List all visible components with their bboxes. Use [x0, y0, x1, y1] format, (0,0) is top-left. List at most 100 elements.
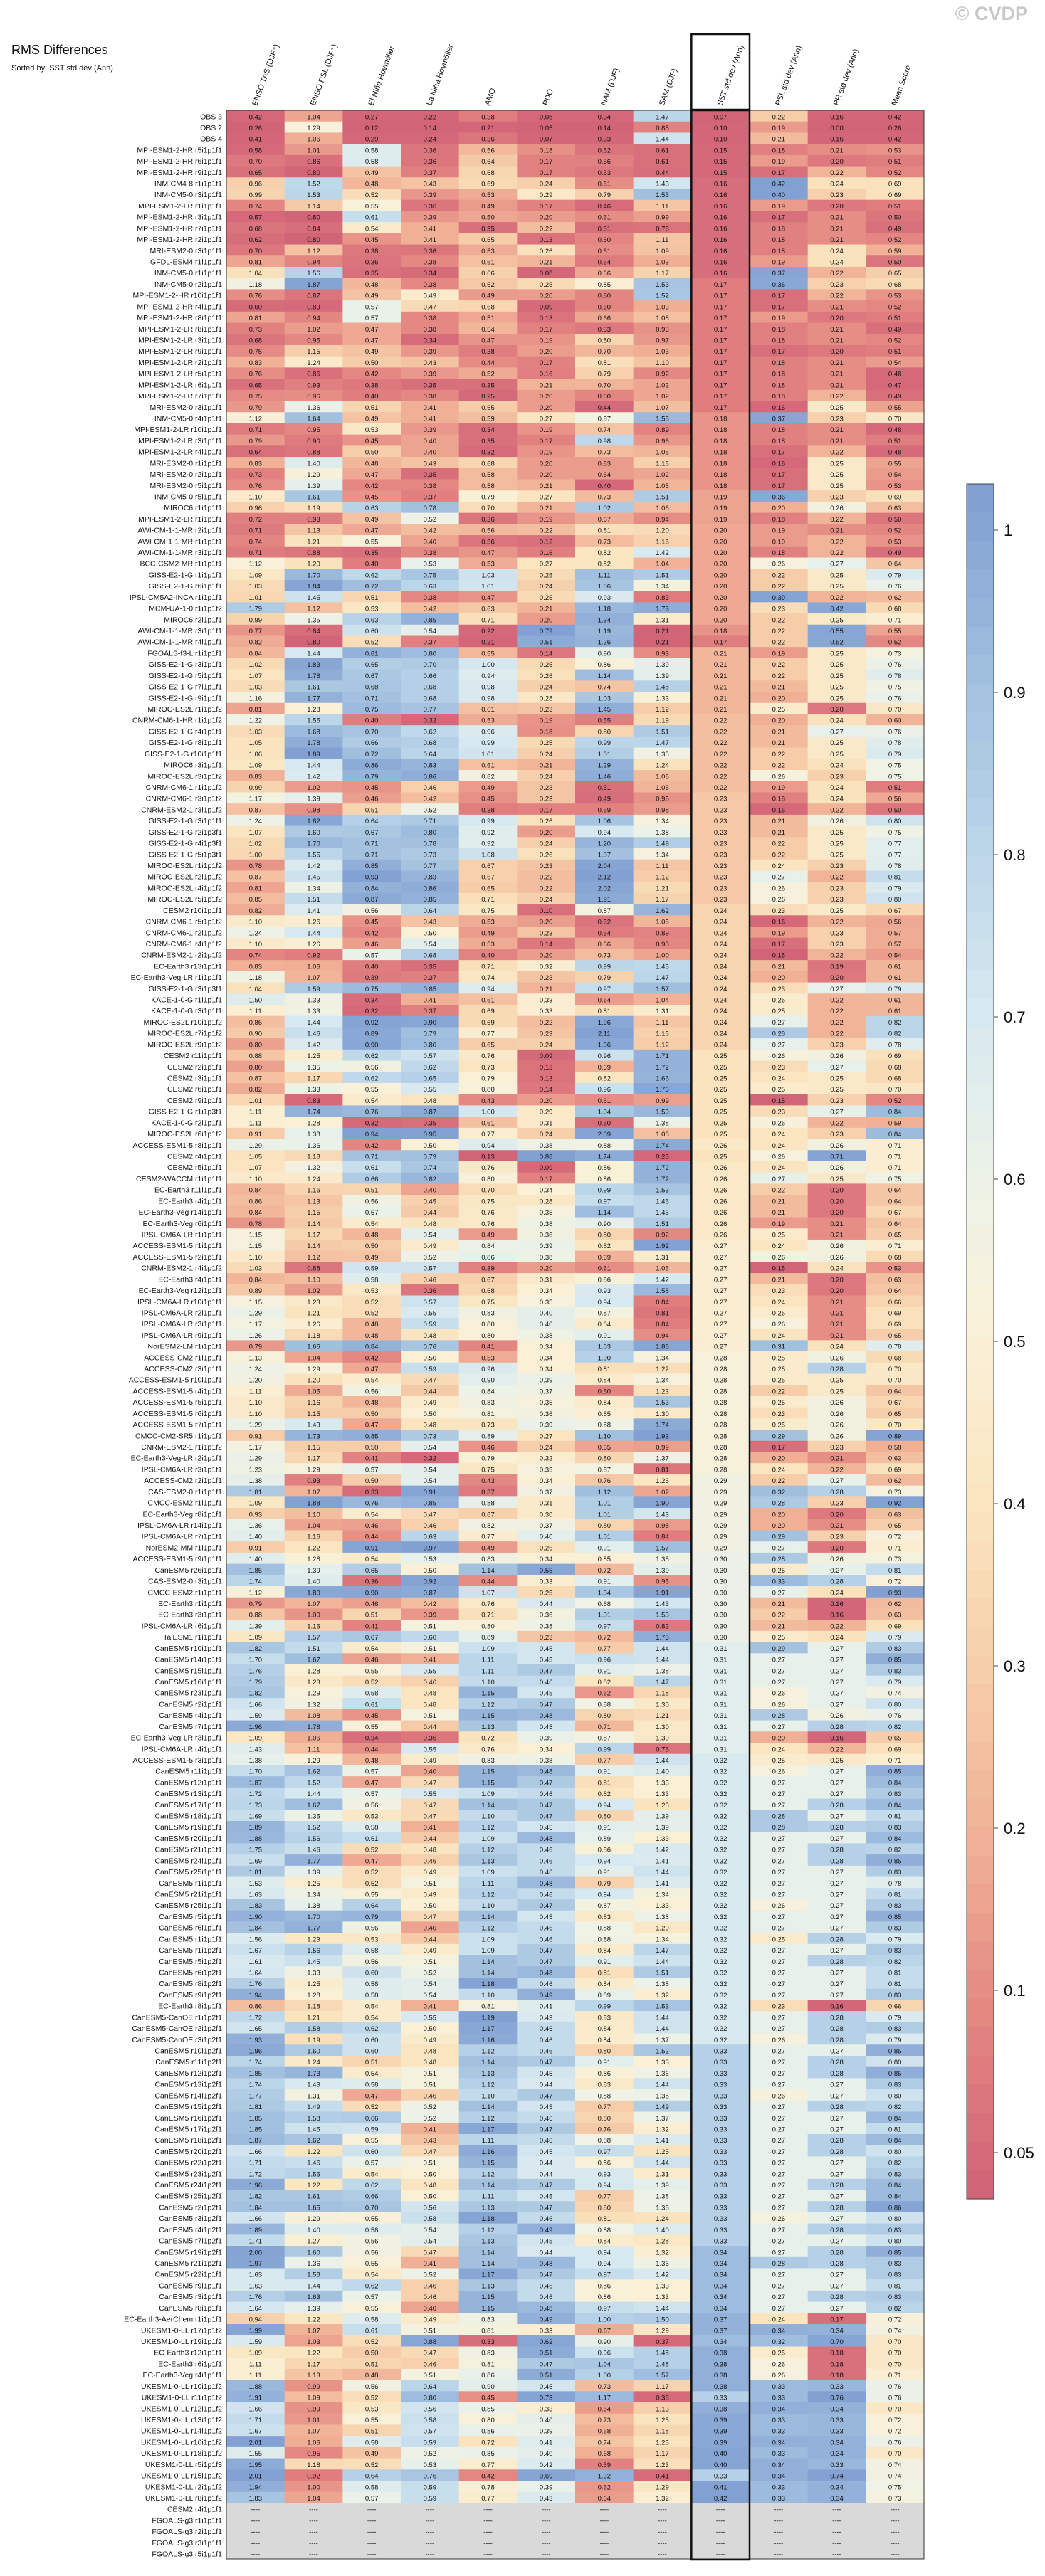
cell-value: 0.60	[365, 1970, 379, 1978]
cell-value: 0.22	[830, 1746, 844, 1753]
cell-value: 0.31	[772, 1344, 786, 1351]
cell-value: 1.17	[249, 1444, 263, 1452]
heatmap-cell	[284, 132, 343, 144]
cell-value: 1.04	[249, 986, 263, 993]
cell-value: 0.16	[714, 181, 728, 189]
cell-value: 0.62	[249, 236, 263, 244]
heatmap-cell	[401, 177, 460, 189]
cell-value: 0.46	[540, 2293, 553, 2301]
cell-value: 0.42	[424, 796, 437, 803]
cell-value: 0.88	[481, 1500, 495, 1508]
cell-value: 0.90	[656, 941, 669, 949]
cell-value: 1.17	[307, 2360, 320, 2368]
cell-value: 1.44	[656, 2014, 669, 2022]
cell-value: 0.51	[888, 784, 902, 792]
heatmap-cell	[866, 177, 925, 189]
cell-value: 0.22	[830, 919, 844, 927]
heatmap-cell	[691, 144, 750, 156]
cell-value: 0.21	[830, 371, 844, 379]
cell-value: 0.64	[424, 2383, 437, 2391]
cell-value: 0.66	[598, 941, 611, 949]
cell-value: 0.99	[481, 739, 495, 747]
cell-value: 0.27	[772, 1857, 786, 1865]
cell-value: 0.19	[714, 493, 728, 501]
cell-value: 0.63	[365, 505, 379, 512]
cell-value: 1.46	[307, 1030, 320, 1038]
cell-value: 1.96	[598, 1019, 611, 1027]
cell-value: 1.34	[656, 1354, 669, 1362]
cell-value: 1.60	[307, 829, 320, 837]
cell-value: 0.48	[888, 371, 902, 379]
cell-value: 0.54	[365, 1097, 379, 1105]
cell-value: 1.04	[307, 1522, 320, 1530]
cell-value: 1.80	[307, 1589, 320, 1597]
heatmap-cell	[517, 233, 576, 245]
heatmap-cell	[401, 344, 460, 357]
cell-value: 0.80	[481, 1086, 495, 1094]
cell-value: 0.55	[424, 1746, 437, 1753]
heatmap-cell	[458, 144, 518, 156]
heatmap-cell	[575, 344, 634, 357]
cell-value: 0.54	[424, 2227, 437, 2234]
cell-value: 0.20	[830, 1276, 844, 1284]
cell-value: 0.47	[365, 471, 379, 479]
cell-value: 0.53	[888, 538, 902, 546]
cell-value: 0.23	[772, 1064, 786, 1072]
cell-value: 0.49	[365, 1254, 379, 1262]
cell-value: 1.33	[307, 1970, 320, 1978]
heatmap-cell	[284, 278, 343, 290]
cell-value: 0.24	[772, 2316, 786, 2324]
cell-value: 1.21	[307, 538, 320, 546]
cell-value: 0.61	[481, 762, 495, 770]
cell-value: 0.84	[888, 1779, 902, 1787]
cell-value: 0.54	[365, 1556, 379, 1563]
heatmap-cell	[866, 300, 925, 312]
cell-value: 0.84	[249, 1187, 263, 1195]
cell-value: 0.38	[424, 315, 437, 322]
cell-value: 0.27	[772, 1790, 786, 1798]
cell-value: 1.44	[307, 929, 320, 937]
cell-value: 0.53	[365, 1287, 379, 1295]
cell-value: 0.37	[424, 974, 437, 982]
cell-value: 1.29	[307, 1690, 320, 1698]
cell-value: 1.89	[249, 1824, 263, 1832]
cell-value: 0.69	[481, 181, 495, 189]
cell-value: 1.36	[307, 404, 320, 412]
cell-value: 0.40	[540, 2417, 553, 2424]
cell-value: 1.01	[598, 1511, 611, 1519]
cell-value: 0.43	[424, 460, 437, 468]
cell-value: 1.09	[249, 2350, 263, 2358]
cell-value: 1.17	[656, 270, 669, 278]
cell-value: 1.45	[307, 874, 320, 882]
cell-value: 0.24	[714, 907, 728, 915]
heatmap-cell	[807, 445, 866, 458]
cell-value: 0.73	[888, 650, 902, 658]
cell-value: 1.19	[656, 717, 669, 725]
cell-value: 0.49	[888, 393, 902, 401]
cell-value: 1.45	[307, 594, 320, 602]
cell-value: 0.82	[598, 1242, 611, 1250]
cell-value: 0.80	[598, 1522, 611, 1530]
cell-value: 1.02	[656, 1489, 669, 1496]
cell-value: 0.20	[772, 695, 786, 702]
cell-value: 1.12	[598, 1489, 611, 1496]
cell-value: 0.17	[714, 393, 728, 401]
cell-value: 0.94	[481, 1142, 495, 1150]
heatmap-cell	[401, 132, 460, 144]
heatmap-cell	[866, 144, 925, 156]
cell-value: 0.22	[830, 874, 844, 882]
cell-value: 0.20	[830, 1187, 844, 1195]
heatmap-cell	[458, 132, 518, 144]
cell-value: 0.37	[540, 1388, 553, 1395]
cell-value: 0.28	[830, 2137, 844, 2145]
cell-value: 0.28	[830, 1936, 844, 1943]
cell-value: 1.39	[307, 796, 320, 803]
cell-value: 0.72	[888, 1534, 902, 1541]
cell-value: 0.63	[888, 505, 902, 512]
heatmap-cell	[750, 211, 809, 223]
cell-value: 0.28	[830, 2249, 844, 2256]
cell-value: 1.53	[307, 191, 320, 199]
cell-value: 0.27	[830, 1779, 844, 1787]
cell-value: 0.80	[598, 2204, 611, 2212]
cell-value: 0.17	[714, 281, 728, 289]
